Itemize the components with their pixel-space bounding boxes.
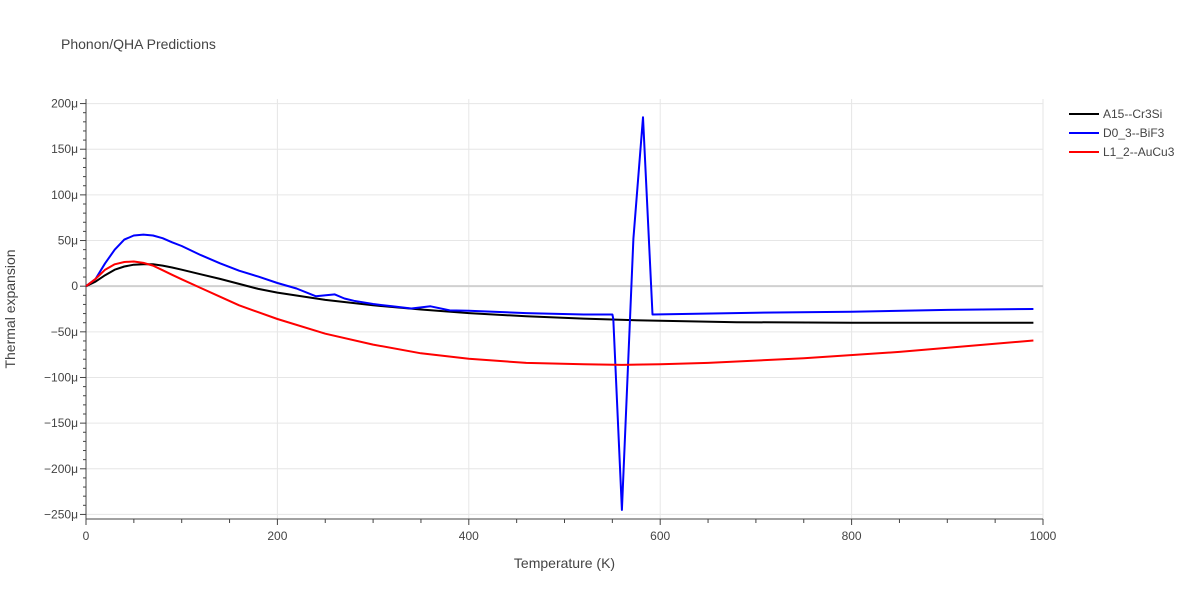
x-tick-label: 1000 [1030,529,1057,543]
tick-labels: 0 200 400 600 800 1000 200μ 150μ 100μ 50μ 0 −50μ −10… [44,97,1057,543]
series-line-2[interactable] [85,260,1034,366]
series-line-1[interactable] [85,116,1034,511]
y-tick-label: −200μ [44,462,78,476]
y-tick-label: 0 [71,279,78,293]
plot-area[interactable] [85,116,1034,511]
legend-item-2[interactable]: L1_2--AuCu3 [1069,145,1175,159]
y-axis-title: Thermal expansion [2,249,18,368]
x-tick-label: 400 [459,529,479,543]
axes [80,99,1044,525]
x-axis-title: Temperature (K) [514,555,615,571]
y-tick-label: −100μ [44,370,78,384]
y-tick-label: 150μ [51,142,78,156]
x-tick-label: 600 [650,529,670,543]
chart-title: Phonon/QHA Predictions [61,36,216,52]
y-tick-label: 50μ [58,234,78,248]
x-tick-label: 0 [83,529,90,543]
y-tick-label: −250μ [44,507,78,521]
legend[interactable]: A15--Cr3Si D0_3--BiF3 L1_2--AuCu3 [1069,107,1175,159]
legend-item-1[interactable]: D0_3--BiF3 [1069,126,1165,140]
y-tick-label: 100μ [51,188,78,202]
y-tick-label: 200μ [51,97,78,111]
legend-label: L1_2--AuCu3 [1103,145,1175,159]
series-line-0[interactable] [85,263,1034,324]
legend-label: D0_3--BiF3 [1103,126,1165,140]
x-tick-label: 200 [267,529,287,543]
legend-label: A15--Cr3Si [1103,107,1162,121]
y-tick-label: −150μ [44,416,78,430]
grid [86,99,1044,519]
x-tick-label: 800 [842,529,862,543]
y-tick-label: −50μ [51,325,78,339]
legend-item-0[interactable]: A15--Cr3Si [1069,107,1162,121]
